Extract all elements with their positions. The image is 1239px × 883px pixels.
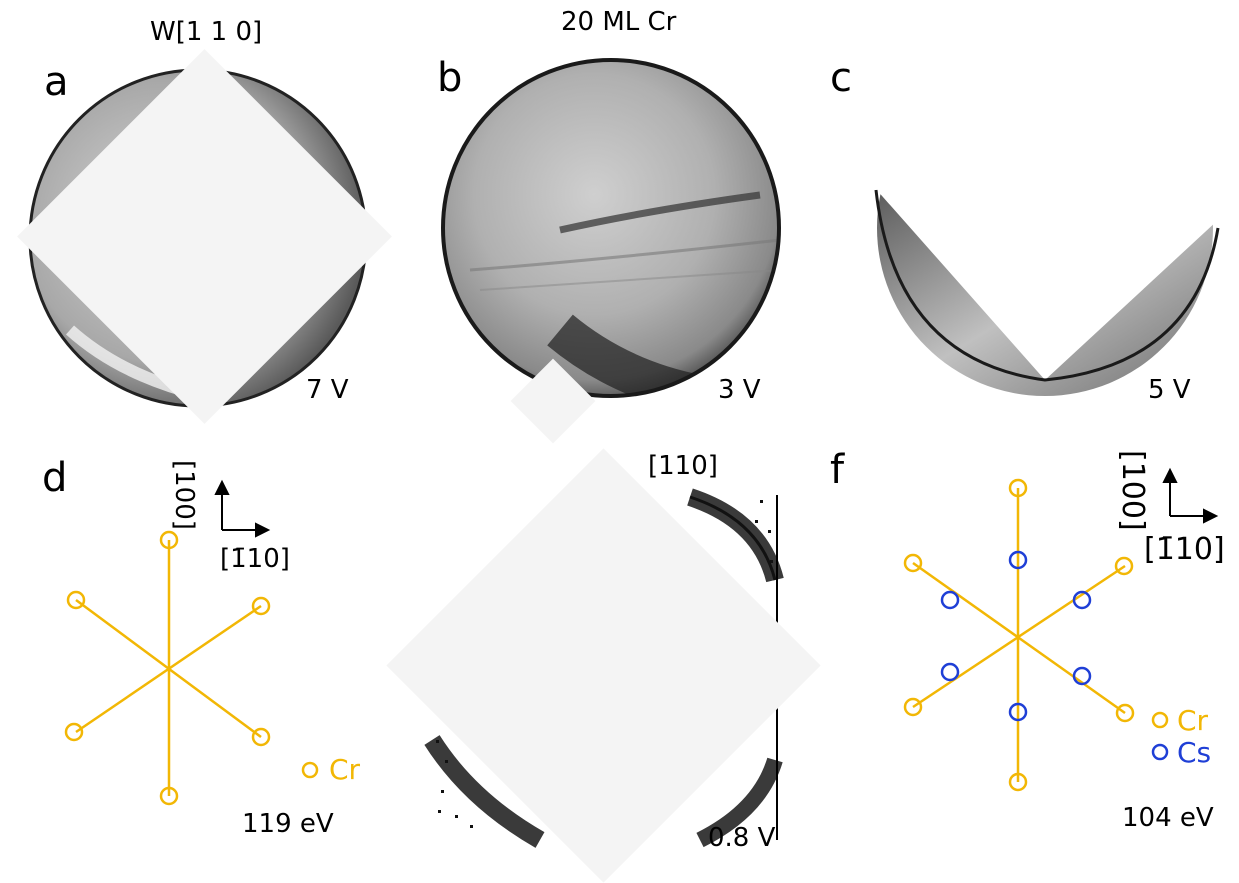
legend-cr-f: Cr: [1177, 704, 1209, 737]
leem-image-c-rim: [874, 189, 1220, 382]
voltage-label-b: 3 V: [718, 375, 761, 405]
cs-spot: [1008, 550, 1028, 570]
legend-cr-marker: [1151, 711, 1169, 729]
leem-image-c: [877, 188, 1213, 396]
cr-spot: [251, 596, 271, 616]
panel-letter-c: c: [830, 55, 852, 101]
leem-image-b: [441, 58, 781, 398]
voltage-label-a: 7 V: [306, 375, 349, 405]
cr-spot: [159, 786, 179, 806]
cs-spot: [1008, 702, 1028, 722]
diffraction-pattern-d: [64, 530, 319, 806]
legend-cr-marker: [301, 761, 319, 779]
cr-spot: [1008, 478, 1028, 498]
cr-spot: [1008, 772, 1028, 792]
panel-letter-a: a: [44, 59, 69, 105]
energy-label-f: 104 eV: [1122, 803, 1214, 833]
panel-letter-f: f: [830, 447, 845, 493]
cr-spot: [903, 553, 923, 573]
panel-letter-d: d: [42, 455, 68, 501]
cr-spot: [1115, 703, 1135, 723]
cr-spot: [159, 530, 179, 550]
cr-spot: [903, 697, 923, 717]
panel-title-b: 20 ML Cr: [561, 7, 677, 37]
voltage-label-e: 0.8 V: [708, 823, 776, 853]
panel-letter-b: b: [437, 55, 463, 101]
axes-arrows-f: [1162, 467, 1219, 524]
direction-label-e: [110]: [648, 451, 718, 481]
cs-spot: [1072, 590, 1092, 610]
cr-spot: [64, 722, 84, 742]
cr-spot: [251, 727, 271, 747]
energy-label-d: 119 eV: [242, 809, 334, 839]
cs-spot: [940, 590, 960, 610]
cr-spot: [1114, 556, 1134, 576]
axis-label-horizontal-d: [1̄10]: [220, 544, 290, 574]
voltage-label-c: 5 V: [1148, 375, 1191, 405]
direction-label-a: W[1 1 0]: [150, 17, 263, 47]
legend-cs-marker: [1151, 743, 1169, 761]
axes-arrows-d: [214, 479, 271, 538]
axis-label-vertical-d: [100]: [169, 460, 199, 530]
diffraction-pattern-f: [903, 478, 1169, 792]
cs-spot: [940, 662, 960, 682]
axis-label-vertical-f: [100]: [1115, 450, 1150, 531]
cs-spot: [1072, 666, 1092, 686]
legend-cs-f: Cs: [1177, 736, 1212, 769]
axis-label-horizontal-f: [1̄10]: [1144, 532, 1225, 567]
legend-cr-d: Cr: [329, 753, 361, 786]
cr-spot: [66, 590, 86, 610]
